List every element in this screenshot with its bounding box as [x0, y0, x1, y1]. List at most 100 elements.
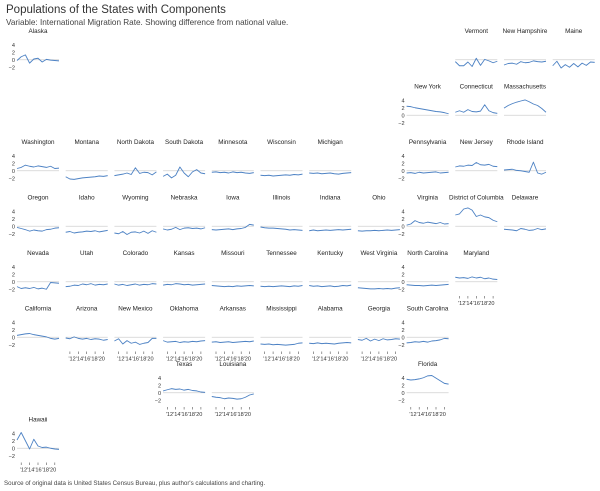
series-line-north-dakota	[114, 167, 157, 177]
y-tick-label: 0	[401, 169, 404, 175]
series-line-nebraska	[162, 226, 206, 231]
series-line-nevada	[16, 282, 60, 290]
series-line-florida	[406, 375, 449, 385]
series-line-kansas	[163, 283, 206, 286]
panel-new-jersey: New Jersey	[455, 139, 498, 172]
series-line-tennessee	[260, 285, 303, 288]
y-tick-label: 0	[12, 335, 15, 341]
y-tick-label: 2	[401, 106, 404, 112]
panel-label: Texas	[176, 361, 192, 368]
series-line-south-carolina	[406, 337, 449, 344]
x-tick-labels: '12'14'16'18'20	[215, 412, 251, 418]
panel-label: Maine	[565, 28, 583, 35]
panel-district-of-columbia: District of Columbia	[449, 195, 504, 227]
panel-massachusetts: Massachusetts	[503, 84, 547, 116]
panel-north-carolina: North Carolina 42 0−2	[398, 250, 449, 293]
panel-label: Alaska	[29, 28, 48, 35]
series-line-utah	[65, 283, 108, 288]
panel-california: California 4 20 −2	[9, 306, 60, 349]
series-line-rhode-island	[503, 161, 547, 175]
panel-south-dakota: South Dakota	[162, 139, 206, 179]
panel-label: Colorado	[123, 250, 149, 257]
y-tick-label: 2	[12, 328, 15, 334]
panel-label: Georgia	[368, 306, 391, 313]
series-line-indiana	[309, 228, 352, 232]
panel-oklahoma: Oklahoma '12'14'16'18'20	[162, 306, 206, 363]
x-tick-labels: '12'14'16'18'20	[215, 357, 251, 363]
y-tick-label: 0	[401, 113, 404, 119]
panel-delaware: Delaware	[503, 195, 547, 232]
series-line-washington	[16, 164, 60, 169]
y-tick-label: 0	[12, 280, 15, 286]
series-line-virginia	[406, 220, 449, 226]
y-tick-label: 0	[401, 335, 404, 341]
panel-label: Illinois	[273, 195, 291, 202]
series-line-maine	[552, 60, 595, 69]
x-tick-labels: '12'14'16'18'20	[361, 357, 397, 363]
x-tick-labels: '12'14'16'18'20	[117, 357, 153, 363]
y-tick-label: 2	[401, 383, 404, 389]
panel-label: Kansas	[174, 250, 195, 257]
y-tick-label: 4	[12, 154, 15, 160]
panel-label: Washington	[21, 139, 55, 146]
panel-label: Vermont	[465, 28, 489, 35]
panel-label: North Carolina	[407, 250, 448, 257]
panel-rhode-island: Rhode Island	[503, 139, 547, 175]
series-line-ohio	[357, 229, 400, 232]
panel-label: Maryland	[463, 250, 489, 257]
panel-washington: Washington 42 0−2	[9, 139, 60, 182]
panel-label: Delaware	[512, 195, 539, 202]
series-line-michigan	[309, 172, 352, 175]
y-tick-label: −2	[155, 398, 161, 404]
series-line-connecticut	[455, 104, 498, 114]
y-tick-label: 0	[158, 391, 161, 397]
y-tick-label: 4	[401, 320, 404, 326]
y-tick-label: −2	[9, 454, 15, 460]
x-tick-labels: '12'14'16'18'20	[68, 357, 104, 363]
panel-label: Wisconsin	[267, 139, 296, 146]
panel-indiana: Indiana	[309, 195, 352, 232]
y-tick-label: −2	[9, 65, 15, 71]
panel-michigan: Michigan	[309, 139, 352, 175]
panel-ohio: Ohio	[357, 195, 400, 232]
series-line-california	[16, 333, 60, 340]
series-line-minnesota	[211, 171, 254, 174]
series-line-arizona	[65, 336, 108, 341]
series-line-pennsylvania	[406, 171, 449, 174]
panel-pennsylvania: Pennsylvania 42 0−2	[398, 139, 449, 182]
panel-georgia: Georgia '12'14'16'18'20	[357, 306, 400, 363]
y-tick-label: −2	[398, 398, 404, 404]
panel-new-hampshire: New Hampshire	[503, 28, 548, 66]
x-tick-labels: '12'14'16'18'20	[409, 412, 445, 418]
x-tick-labels: '12'14'16'18'20	[166, 412, 202, 418]
panel-montana: Montana	[65, 139, 108, 180]
panel-louisiana: Louisiana '12'14'16'18'20	[211, 361, 254, 418]
panel-label: South Carolina	[407, 306, 449, 313]
x-tick-labels: '12'14'16'18'20	[20, 468, 56, 474]
y-tick-label: 2	[158, 383, 161, 389]
panel-idaho: Idaho	[65, 195, 108, 234]
panel-hawaii: Hawaii 4 20 −2 '12'14'16'18'20	[9, 417, 60, 474]
panel-label: New York	[414, 84, 441, 91]
y-tick-label: −2	[9, 287, 15, 293]
series-line-oklahoma	[162, 340, 206, 343]
y-tick-label: 0	[12, 58, 15, 64]
y-tick-label: −2	[398, 176, 404, 182]
y-tick-label: −2	[398, 232, 404, 238]
panel-nebraska: Nebraska	[162, 195, 206, 231]
panel-north-dakota: North Dakota	[114, 139, 157, 177]
x-tick-labels: '12'14'16'18'20	[458, 301, 494, 307]
y-tick-label: 2	[401, 161, 404, 167]
panel-alaska: Alaska 42 0−2	[9, 28, 60, 71]
panel-new-york: New York 4 20 −2	[398, 84, 449, 127]
series-line-wisconsin	[260, 173, 303, 177]
panel-illinois: Illinois	[260, 195, 303, 231]
panel-label: Virginia	[417, 195, 438, 202]
series-line-arkansas	[211, 340, 254, 343]
y-tick-label: 4	[401, 98, 404, 104]
series-line-alaska	[16, 54, 60, 64]
series-line-hawaii	[16, 432, 60, 450]
panel-label: Ohio	[372, 195, 386, 202]
y-tick-label: 0	[401, 391, 404, 397]
series-line-iowa	[211, 223, 254, 231]
